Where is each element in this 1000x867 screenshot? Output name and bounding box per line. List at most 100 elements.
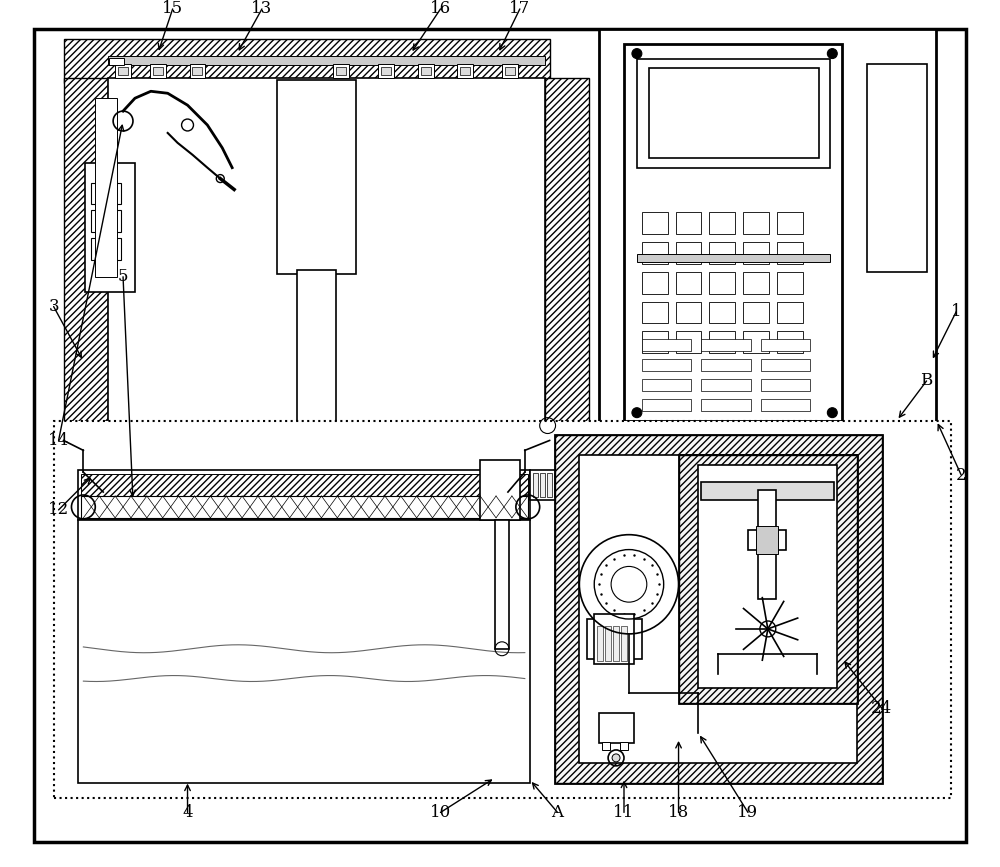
Bar <box>81 474 528 496</box>
Bar <box>457 64 473 78</box>
Text: 14: 14 <box>48 432 69 449</box>
Text: 10: 10 <box>430 804 451 821</box>
Bar <box>701 359 751 371</box>
Bar <box>561 473 565 497</box>
Bar <box>602 742 610 750</box>
Bar <box>530 470 579 500</box>
Bar <box>642 359 691 371</box>
Text: 13: 13 <box>251 1 273 17</box>
Bar <box>533 473 538 497</box>
Bar <box>676 272 701 294</box>
Bar <box>91 183 121 205</box>
Bar <box>480 460 520 520</box>
Text: 1: 1 <box>951 303 962 320</box>
Circle shape <box>827 49 837 59</box>
Bar <box>78 520 530 783</box>
Bar <box>599 29 936 440</box>
Bar <box>150 64 166 78</box>
Bar <box>777 331 803 353</box>
Bar <box>709 302 735 323</box>
Bar <box>108 78 545 440</box>
Bar <box>642 399 691 411</box>
Text: A: A <box>552 804 564 821</box>
Bar <box>567 473 572 497</box>
Bar <box>676 331 701 353</box>
Bar <box>676 242 701 264</box>
Bar <box>91 238 121 260</box>
Bar <box>587 619 642 659</box>
Bar <box>642 302 668 323</box>
Bar <box>701 379 751 391</box>
Bar <box>743 242 769 264</box>
Bar <box>64 39 550 83</box>
Text: 2: 2 <box>956 466 967 484</box>
Bar <box>555 435 882 783</box>
Bar <box>642 331 668 353</box>
Bar <box>192 68 202 75</box>
Text: 5: 5 <box>118 268 128 285</box>
Bar <box>579 455 857 763</box>
Text: 24: 24 <box>871 700 893 717</box>
Bar <box>761 399 810 411</box>
Bar <box>642 379 691 391</box>
Bar <box>642 339 691 351</box>
Bar <box>743 212 769 234</box>
Circle shape <box>827 407 837 418</box>
Bar <box>64 78 108 440</box>
Bar <box>81 496 528 518</box>
Bar <box>54 420 951 798</box>
Bar <box>545 78 589 440</box>
Bar <box>743 331 769 353</box>
Bar <box>679 455 857 703</box>
Text: 16: 16 <box>430 1 451 17</box>
Bar <box>907 290 909 291</box>
Circle shape <box>632 407 642 418</box>
Text: 4: 4 <box>182 804 193 821</box>
Bar <box>642 212 668 234</box>
Bar <box>642 242 668 264</box>
Bar <box>761 339 810 351</box>
Bar <box>505 68 515 75</box>
Bar <box>649 68 819 158</box>
Bar <box>621 626 627 661</box>
Bar <box>761 359 810 371</box>
Bar <box>605 626 611 661</box>
Bar <box>620 742 628 750</box>
Bar <box>547 473 552 497</box>
Bar <box>777 212 803 234</box>
Bar <box>78 470 530 520</box>
Bar <box>701 339 751 351</box>
Bar <box>743 302 769 323</box>
Ellipse shape <box>753 473 783 491</box>
Circle shape <box>760 621 776 637</box>
Bar <box>118 68 128 75</box>
Bar <box>297 270 336 439</box>
Bar <box>642 272 668 294</box>
Text: 3: 3 <box>48 298 59 315</box>
Text: 15: 15 <box>162 1 183 17</box>
Bar <box>709 212 735 234</box>
Circle shape <box>632 49 642 59</box>
Bar <box>637 254 830 262</box>
Text: 18: 18 <box>668 804 689 821</box>
Bar <box>637 59 830 167</box>
Bar <box>153 68 163 75</box>
Bar <box>758 490 776 599</box>
Bar <box>709 272 735 294</box>
Bar <box>709 242 735 264</box>
Bar <box>676 212 701 234</box>
Bar <box>91 211 121 232</box>
Bar <box>748 530 786 550</box>
Bar <box>555 435 882 783</box>
Circle shape <box>612 754 620 762</box>
Text: B: B <box>920 373 933 389</box>
Bar <box>709 331 735 353</box>
Bar <box>597 626 603 661</box>
Text: 11: 11 <box>613 804 635 821</box>
Bar <box>333 64 349 78</box>
Bar <box>190 64 205 78</box>
Bar <box>460 68 470 75</box>
Bar <box>698 466 837 688</box>
Bar <box>777 272 803 294</box>
Bar <box>761 379 810 391</box>
